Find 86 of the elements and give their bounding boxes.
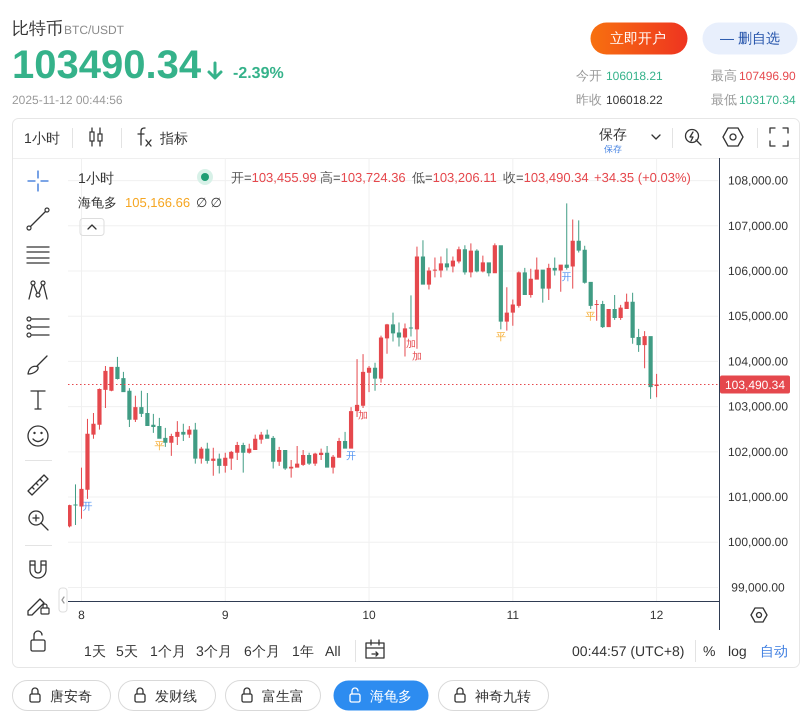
text: 最高 <box>711 68 737 83</box>
text: 唐安奇 <box>50 688 92 704</box>
candlestick <box>504 287 509 331</box>
y-tick-label: 108,000.00 <box>728 174 788 188</box>
text: % <box>703 643 716 659</box>
y-tick-label: 105,000.00 <box>728 309 788 324</box>
text: 1天 <box>84 643 106 659</box>
candlestick <box>319 448 324 460</box>
annotation: ∅ ∅ <box>196 195 222 210</box>
candlestick <box>181 424 186 441</box>
x-tick-label: 9 <box>222 608 229 622</box>
y-tick-label: 102,000.00 <box>728 444 788 459</box>
text: 保存 <box>599 126 627 142</box>
candlestick <box>570 219 575 289</box>
y-tick-label: 101,000.00 <box>728 490 788 504</box>
y-tick-label: 106,000.00 <box>728 264 788 278</box>
text: 富生富 <box>262 688 304 704</box>
text: 6个月 <box>244 643 280 659</box>
annotation: 加 <box>358 409 368 422</box>
annotation: +34.35 (+0.03%) <box>594 170 691 185</box>
y-tick-label: 103,000.00 <box>728 400 788 414</box>
text: 103170.34 <box>739 93 796 107</box>
candlestick <box>211 448 216 476</box>
x-tick-label: 8 <box>78 608 86 622</box>
text: 昨收 <box>576 92 602 107</box>
candlestick <box>558 264 563 292</box>
annotation: 低=103,206.11 <box>412 170 497 185</box>
annotation: 收=103,490.34 <box>503 170 589 185</box>
text: 自动 <box>760 643 788 659</box>
candlestick <box>241 442 246 473</box>
candlestick <box>564 203 569 270</box>
text: 保存 <box>604 144 622 154</box>
candlestick <box>552 257 557 276</box>
annotation: 105,166.66 <box>125 195 190 210</box>
annotation: 加 <box>412 350 422 362</box>
annotation: 开 <box>346 451 356 462</box>
x-tick-label: 12 <box>650 608 664 622</box>
text: 5天 <box>116 643 138 659</box>
text: 1个月 <box>150 643 186 659</box>
text: 103490.34 <box>12 43 202 87</box>
text: 海龟多 <box>370 688 412 704</box>
annotation: 1小时 <box>78 170 114 186</box>
text: 107496.90 <box>739 69 796 83</box>
annotation: 高=103,724.36 <box>320 170 406 185</box>
text: -2.39% <box>233 65 284 82</box>
candlestick <box>432 257 438 278</box>
annotation: 平 <box>496 332 506 343</box>
x-tick-label: 11 <box>506 608 520 622</box>
text: 立即开户 <box>610 30 666 46</box>
text: All <box>325 643 341 659</box>
text: 106018.21 <box>606 69 664 83</box>
text: 最低 <box>711 92 737 107</box>
annotation: 开 <box>562 272 572 284</box>
chart-subtitle: BTC/USDT <box>64 23 125 37</box>
annotation: 平 <box>586 311 596 322</box>
candlestick <box>187 426 192 438</box>
y-tick-label: 107,000.00 <box>728 218 788 233</box>
annotation: 开 <box>82 501 92 512</box>
text: 00:44:57 (UTC+8) <box>572 643 684 659</box>
text: 1年 <box>292 643 314 659</box>
text: 发财线 <box>155 688 197 704</box>
annotation: 海龟多 <box>78 195 117 210</box>
text: 神奇九转 <box>475 688 531 704</box>
candlestick <box>408 295 414 337</box>
x-tick-label: 10 <box>362 608 376 622</box>
ref-line-label: 103,490.34 <box>724 378 786 392</box>
text: 1小时 <box>24 130 60 146</box>
text: 今开 <box>576 68 602 83</box>
candlestick <box>217 454 222 474</box>
candlestick <box>73 484 78 526</box>
text: — 删自选 <box>720 30 780 46</box>
candlestick <box>612 294 617 320</box>
text: log <box>728 643 747 659</box>
y-tick-label: 100,000.00 <box>728 535 788 550</box>
candlestick <box>594 300 599 321</box>
text: 指标 <box>159 130 188 146</box>
annotation: 平 <box>154 441 164 452</box>
chart-title: 比特币 <box>12 19 63 38</box>
text: 106018.22 <box>606 93 664 107</box>
text: 2025-11-12 00:44:56 <box>12 93 123 107</box>
y-tick-label: 104,000.00 <box>728 354 788 368</box>
candlestick <box>151 414 156 433</box>
annotation: 开=103,455.99 <box>231 170 317 185</box>
annotation: 加 <box>406 338 416 350</box>
text: 3个月 <box>196 643 232 659</box>
y-tick-label: 99,000.00 <box>731 580 786 594</box>
